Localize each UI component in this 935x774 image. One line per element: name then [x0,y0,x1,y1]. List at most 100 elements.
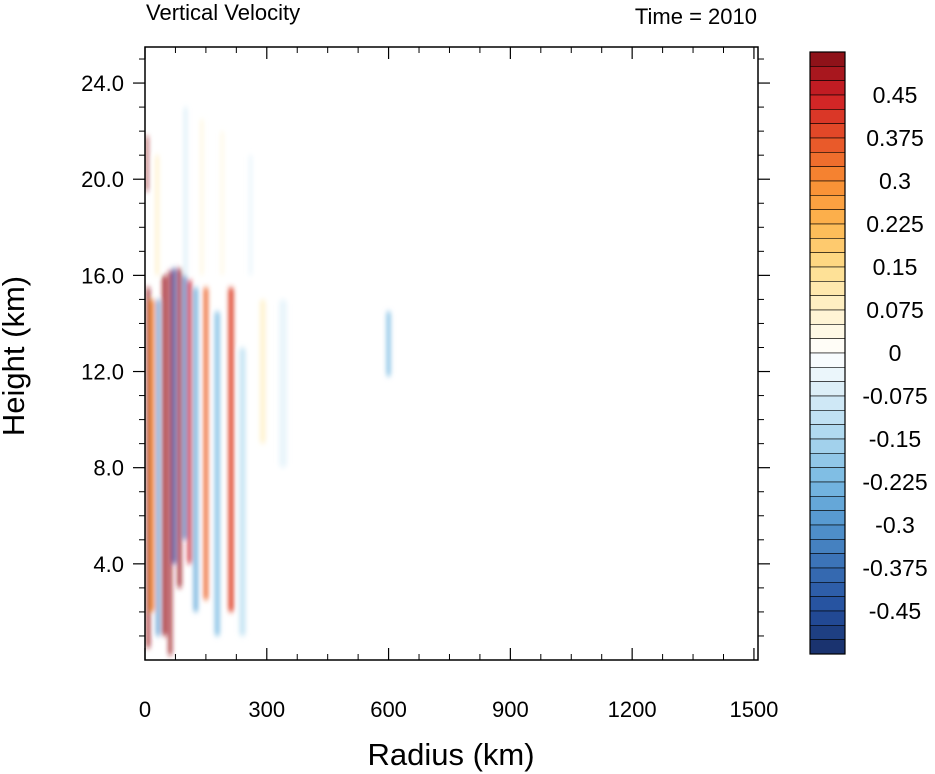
contour-feature [155,155,159,276]
x-tick-label: 1500 [729,697,778,722]
colorbar-swatch [809,424,846,440]
contour-feature [156,299,160,636]
colorbar-swatch [809,338,846,354]
y-axis-label: Height (km) [0,276,31,436]
colorbar-swatch [809,66,846,81]
colorbar-swatch [809,481,846,497]
colorbar-swatch [809,252,846,268]
contour-feature [187,280,192,564]
colorbar-labels: 0.45 0.375 0.3 0.225 0.15 0.075 0 -0.075 -0.15 -0… [862,82,927,624]
colorbar-swatch [809,80,846,96]
y-tick-label: 8.0 [93,456,124,481]
y-tick-label: 12.0 [81,360,124,385]
colorbar-label: -0.45 [869,598,921,624]
contour-feature [146,287,150,648]
y-tick-label: 16.0 [81,263,124,288]
colorbar-swatch [809,352,846,368]
colorbar-label: -0.15 [869,426,921,452]
colorbar-swatch [809,238,846,253]
colorbar-swatch [809,123,846,139]
contour-feature [193,287,198,612]
chart-title-right: Time = 2010 [635,4,757,29]
contour-feature [228,287,234,612]
axis-ticks [133,47,770,660]
plot-frame [144,46,759,661]
colorbar-swatch [809,453,846,468]
y-tick-label: 20.0 [81,167,124,192]
colorbar-swatch [809,295,846,311]
colorbar-swatch [809,510,846,526]
colorbar-label: 0.45 [873,82,918,108]
colorbar-swatch [809,496,846,511]
colorbar-swatch [809,467,846,483]
colorbar-swatch [809,610,846,626]
colorbar-swatch [809,539,846,554]
contour-feature [177,268,182,588]
colorbar-label: -0.375 [862,555,927,581]
y-tick-label: 24.0 [81,71,124,96]
colorbar-label: -0.225 [862,469,927,495]
axis-tick-labels: 0 300 600 900 1200 1500 4.0 8.0 12.0 16.0 20.0 24.0 [81,71,778,722]
x-tick-label: 600 [370,697,407,722]
colorbar-swatch [809,166,846,182]
colorbar-swatch [809,223,846,239]
colorbar-label: 0.225 [866,211,924,237]
colorbar-swatch [809,438,846,454]
chart-title-left: Vertical Velocity [146,0,300,25]
plot-background [145,47,758,660]
colorbar-label: 0.3 [879,168,911,194]
colorbar-swatch [809,567,846,583]
colorbar-swatch [809,94,846,110]
contour-feature [150,299,155,612]
contour-feature [146,135,149,192]
colorbar-swatch [809,639,846,655]
colorbar-swatch [809,395,846,411]
x-axis-label: Radius (km) [367,737,534,772]
contour-feature [183,275,187,540]
colorbar-label: -0.075 [862,383,927,409]
colorbar-swatch [809,109,846,124]
contour-feature [184,107,187,276]
colorbar-label: 0.375 [866,125,924,151]
colorbar-swatch [809,410,846,425]
colorbar-swatch [809,524,846,540]
colorbar-swatch [809,281,846,296]
colorbar-frame [809,51,846,655]
colorbar-swatch [809,381,846,397]
colorbar-swatch [809,309,846,325]
colorbar-swatch [809,596,846,612]
contour-feature [200,119,204,276]
colorbar-swatch [809,195,846,210]
colorbar-swatch [809,51,846,67]
x-tick-label: 1200 [608,697,657,722]
colorbar-swatch [809,324,846,339]
x-tick-label: 900 [492,697,529,722]
contour-feature [162,275,167,636]
colorbar-swatch [809,209,846,225]
x-tick-label: 300 [248,697,285,722]
colorbar-label: 0.075 [866,297,924,323]
colorbar-label: -0.3 [875,512,915,538]
contour-feature [248,155,253,276]
colorbar-label: 0 [889,340,902,366]
colorbar-label: 0.15 [873,254,918,280]
contour-feature [239,347,246,636]
contour-feature [278,299,288,468]
colorbar-swatch [809,582,846,597]
contour-field [146,107,391,656]
contour-feature [203,287,208,600]
colorbar [809,51,846,655]
colorbar-swatch [809,266,846,282]
contour-feature [386,311,391,377]
colorbar-swatch [809,152,846,167]
contour-feature [214,311,220,636]
contour-feature [220,131,224,276]
contour-feature [172,268,176,564]
colorbar-swatch [809,625,846,640]
colorbar-swatch [809,137,846,153]
colorbar-swatch [809,367,846,382]
y-tick-label: 4.0 [93,552,124,577]
contour-feature [168,270,172,656]
colorbar-swatch [809,180,846,196]
